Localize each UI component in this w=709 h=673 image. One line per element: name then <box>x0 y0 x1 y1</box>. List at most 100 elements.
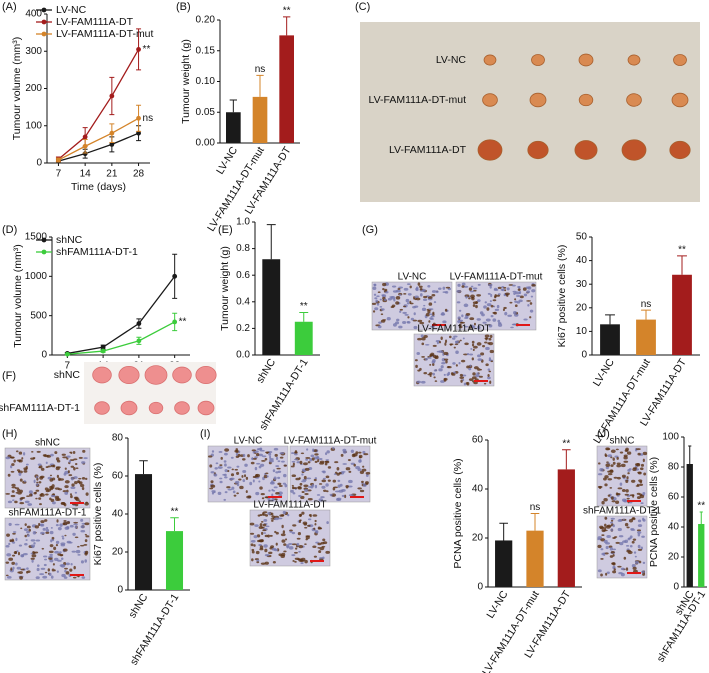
cell <box>71 550 77 553</box>
cell <box>600 538 606 542</box>
cell <box>6 553 12 557</box>
cell <box>12 499 15 502</box>
cell <box>313 527 316 530</box>
y-tick-label: 0 <box>477 582 483 593</box>
cell <box>40 493 45 497</box>
cell <box>603 477 607 481</box>
cell <box>23 553 28 556</box>
cell <box>44 571 48 574</box>
y-tick-label: 20 <box>112 547 124 558</box>
cell <box>35 539 41 542</box>
cell <box>624 493 629 496</box>
cell <box>358 451 362 454</box>
y-tick-label: 0.0 <box>236 350 250 361</box>
cell <box>291 474 297 478</box>
cell <box>642 517 645 521</box>
cell <box>616 464 622 468</box>
cell <box>283 473 287 478</box>
cell <box>259 545 264 549</box>
cell <box>10 494 16 498</box>
cell <box>309 458 313 462</box>
cell <box>16 550 19 553</box>
cell <box>433 376 436 379</box>
cell <box>348 494 354 497</box>
cell <box>473 381 478 385</box>
cell <box>380 313 384 316</box>
cell <box>317 542 322 546</box>
cell <box>453 371 456 374</box>
cell <box>304 526 308 529</box>
cell <box>32 530 37 535</box>
y-tick-label: 40 <box>576 255 588 266</box>
cell <box>391 304 396 308</box>
cell <box>604 552 609 555</box>
cell <box>625 489 629 493</box>
cell <box>57 559 62 562</box>
cell <box>215 462 219 465</box>
cell <box>493 311 497 315</box>
cell <box>211 450 215 453</box>
cell <box>459 339 462 342</box>
cell <box>631 540 635 544</box>
tumour <box>120 400 138 416</box>
panel-label: (D) <box>2 224 17 236</box>
cell <box>431 294 436 297</box>
cell <box>636 529 642 532</box>
cell <box>15 487 20 490</box>
cell <box>235 455 240 458</box>
cell <box>519 295 524 299</box>
cell <box>255 473 260 478</box>
cell <box>597 462 601 465</box>
cell <box>606 524 612 528</box>
bar <box>698 524 705 587</box>
cell <box>218 451 223 453</box>
cell <box>468 367 472 371</box>
point <box>136 130 141 136</box>
annotation: ns <box>530 502 541 513</box>
cell <box>56 570 59 573</box>
cell <box>31 559 34 563</box>
cell <box>60 543 66 547</box>
cell <box>69 568 73 572</box>
panel-label: (B) <box>176 1 191 13</box>
cell <box>636 492 641 495</box>
annotation: ** <box>300 301 308 312</box>
point <box>64 351 70 357</box>
cell <box>623 460 629 463</box>
cell <box>471 343 475 347</box>
y-tick-label: 30 <box>576 279 588 290</box>
cell <box>305 456 311 459</box>
cell <box>320 496 325 499</box>
cell <box>616 476 621 480</box>
cell <box>409 302 414 305</box>
cell <box>337 479 341 482</box>
cell <box>614 536 618 538</box>
cell <box>478 375 483 378</box>
cell <box>62 548 68 552</box>
cell <box>612 570 617 574</box>
cell <box>483 305 487 309</box>
cell <box>601 552 605 556</box>
cell <box>81 461 86 464</box>
cell <box>283 543 287 546</box>
cell <box>80 518 84 522</box>
cell <box>610 517 615 520</box>
cell <box>329 493 333 496</box>
cell <box>265 472 269 475</box>
cell <box>219 480 223 484</box>
cell <box>497 323 503 327</box>
cell <box>19 502 25 505</box>
cell <box>21 554 25 558</box>
annotation: ** <box>171 506 179 517</box>
cell <box>298 550 301 553</box>
cell <box>79 544 85 547</box>
cell <box>8 557 14 561</box>
cell <box>627 468 631 472</box>
cell <box>239 485 244 490</box>
cell <box>16 488 21 493</box>
cell <box>210 480 214 484</box>
cell <box>599 468 604 472</box>
cell <box>250 543 254 547</box>
error-bar <box>299 311 309 322</box>
cell <box>290 489 294 493</box>
